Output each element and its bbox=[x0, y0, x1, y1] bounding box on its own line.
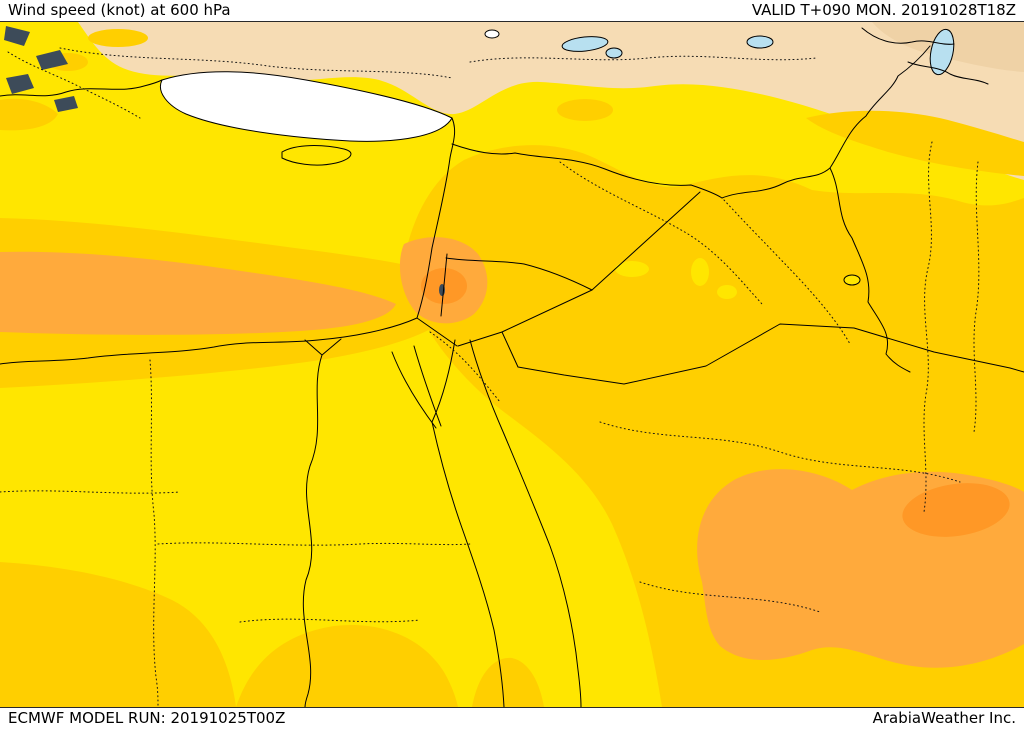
nile-river bbox=[302, 354, 323, 707]
red-sea-east-coast bbox=[503, 433, 582, 707]
band-orange-west bbox=[0, 251, 396, 335]
gulf-of-suez bbox=[391, 345, 442, 429]
band-gold-bottom-center bbox=[236, 624, 458, 707]
header-bar: Wind speed (knot) at 600 hPa VALID T+090… bbox=[0, 0, 1024, 22]
band-deep-orange-southeast bbox=[902, 483, 1010, 537]
island-terrain-shapes bbox=[4, 26, 78, 112]
band-gold-bottom-tongue bbox=[472, 657, 544, 707]
valid-time-label: VALID T+090 MON. 20191028T18Z bbox=[751, 1, 1016, 19]
band-peach-anatolia bbox=[78, 22, 1024, 180]
turkey-iraq-iran-border bbox=[721, 45, 931, 199]
band-gold-top-patches bbox=[0, 29, 613, 131]
map-title: Wind speed (knot) at 600 hPa bbox=[8, 1, 231, 19]
turkey-syria-border bbox=[451, 143, 723, 199]
band-yellow-holes bbox=[615, 258, 861, 299]
footer-bar: ECMWF MODEL RUN: 20191025T00Z ArabiaWeat… bbox=[0, 707, 1024, 729]
jordan-valley-line bbox=[440, 253, 448, 317]
red-sea-west-coast bbox=[431, 421, 505, 707]
turkey-west-coastline bbox=[0, 79, 163, 97]
band-gold-top-right bbox=[806, 110, 1024, 176]
model-run-label: ECMWF MODEL RUN: 20191025T00Z bbox=[8, 709, 286, 727]
jordan-iraq-border bbox=[501, 289, 593, 333]
iran-iraq-border bbox=[829, 167, 911, 373]
syria-iraq-border bbox=[591, 191, 701, 291]
band-white-mediterranean bbox=[160, 71, 453, 142]
lake-shapes bbox=[439, 28, 955, 296]
band-gold-bottom-left bbox=[0, 562, 236, 707]
saudi-north-border bbox=[457, 323, 1024, 385]
country-borders bbox=[0, 27, 1024, 707]
admin-boundaries-dotted bbox=[0, 47, 980, 707]
provider-credit: ArabiaWeather Inc. bbox=[872, 709, 1016, 727]
gulf-of-aqaba bbox=[431, 339, 505, 435]
caucasus-borders bbox=[861, 27, 989, 85]
levant-egypt-coastline bbox=[0, 117, 456, 365]
wind-speed-contour-svg bbox=[0, 22, 1024, 707]
egypt-israel-border bbox=[416, 317, 458, 347]
wind-speed-map bbox=[0, 22, 1024, 707]
cyprus-outline bbox=[281, 145, 352, 166]
syria-jordan-border bbox=[445, 257, 593, 291]
